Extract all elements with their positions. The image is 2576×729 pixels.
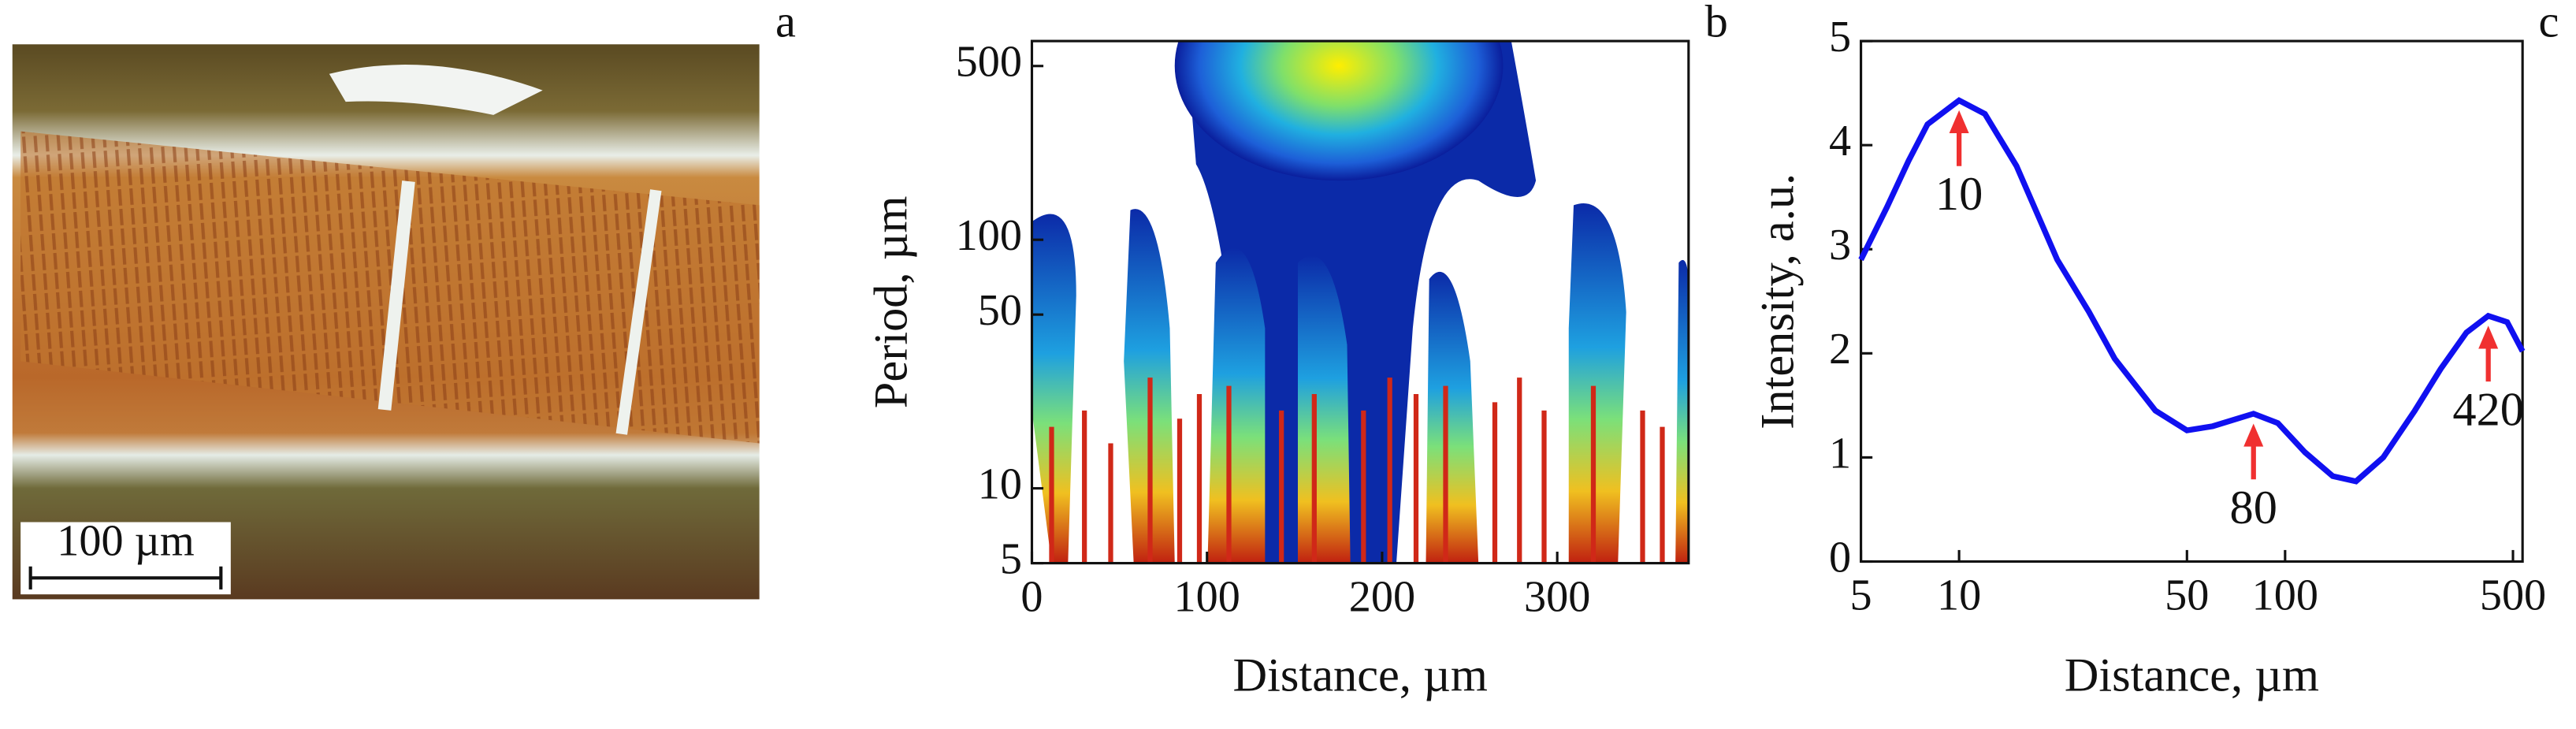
x-axis-title: Distance, µm [2065, 649, 2319, 701]
plot-frame [1860, 39, 2524, 563]
y-tick-label: 100 [956, 211, 1022, 260]
scalogram-fine [1049, 378, 1665, 563]
y-tick-label: 50 [978, 286, 1022, 335]
x-tick-label: 300 [1524, 572, 1590, 621]
x-tick-label: 200 [1349, 572, 1415, 621]
x-tick-label: 50 [2165, 571, 2209, 619]
panel-label: b [1705, 0, 1728, 47]
scalogram [1032, 41, 1689, 563]
y-tick-label: 10 [978, 460, 1022, 509]
scale-bar-label: 100 µm [57, 517, 195, 566]
line [1858, 97, 2526, 485]
x-tick-label: 5 [1850, 571, 1872, 619]
x-tick-label: 0 [1020, 572, 1043, 621]
y-tick-label: 0 [1829, 533, 1851, 582]
x-axis-title: Distance, µm [1233, 649, 1488, 701]
annotation: 80 [2230, 482, 2277, 534]
panel-label: c [2539, 0, 2559, 47]
y-tick-label: 2 [1829, 325, 1851, 374]
y-tick-label: 1 [1829, 429, 1851, 478]
annotation-arrowhead [1949, 110, 1969, 134]
annotation: 420 [2452, 384, 2524, 437]
annotation: 10 [1935, 168, 1983, 221]
y-tick-label: 4 [1829, 117, 1851, 166]
x-tick-label: 500 [2480, 571, 2546, 619]
micrograph: 100 µm [12, 44, 760, 600]
annotation-arrowhead [2478, 325, 2499, 349]
y-axis-title: Intensity, a.u. [1751, 173, 1804, 430]
x-tick-label: 100 [1174, 572, 1240, 621]
annotation-arrowhead [2243, 423, 2264, 447]
y-tick-label: 5 [1829, 13, 1851, 61]
y-axis-title: Period, µm [864, 195, 917, 408]
panel-label: a [775, 0, 796, 47]
plot-frame [1030, 39, 1690, 565]
y-tick-label: 500 [956, 38, 1022, 87]
x-tick-label: 100 [2252, 571, 2318, 619]
y-tick-label: 5 [1000, 534, 1022, 583]
x-tick-label: 10 [1937, 571, 1981, 619]
y-tick-label: 3 [1829, 221, 1851, 270]
